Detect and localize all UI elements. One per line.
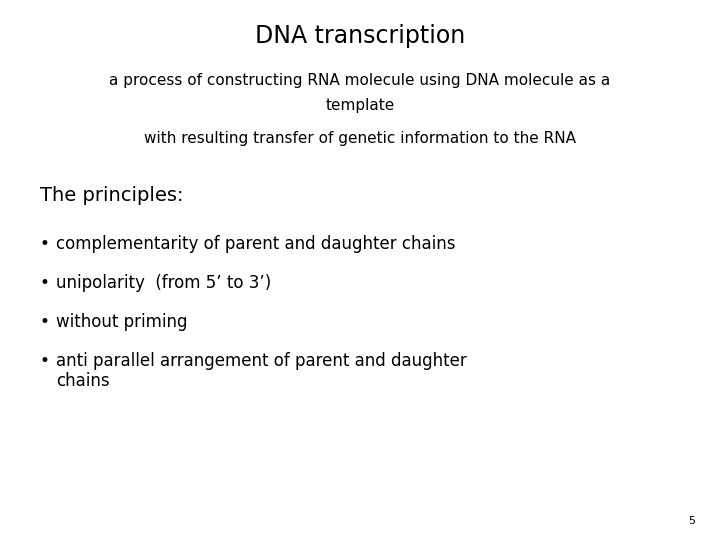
Text: 5: 5	[688, 516, 695, 526]
Text: without priming: without priming	[56, 313, 188, 330]
Text: a process of constructing RNA molecule using DNA molecule as a: a process of constructing RNA molecule u…	[109, 73, 611, 88]
Text: with resulting transfer of genetic information to the RNA: with resulting transfer of genetic infor…	[144, 131, 576, 146]
Text: DNA transcription: DNA transcription	[255, 24, 465, 48]
Text: anti parallel arrangement of parent and daughter
chains: anti parallel arrangement of parent and …	[56, 352, 467, 390]
Text: unipolarity  (from 5’ to 3’): unipolarity (from 5’ to 3’)	[56, 274, 271, 292]
Text: •: •	[40, 235, 50, 253]
Text: •: •	[40, 313, 50, 330]
Text: complementarity of parent and daughter chains: complementarity of parent and daughter c…	[56, 235, 456, 253]
Text: template: template	[325, 98, 395, 113]
Text: The principles:: The principles:	[40, 186, 183, 205]
Text: •: •	[40, 352, 50, 369]
Text: •: •	[40, 274, 50, 292]
